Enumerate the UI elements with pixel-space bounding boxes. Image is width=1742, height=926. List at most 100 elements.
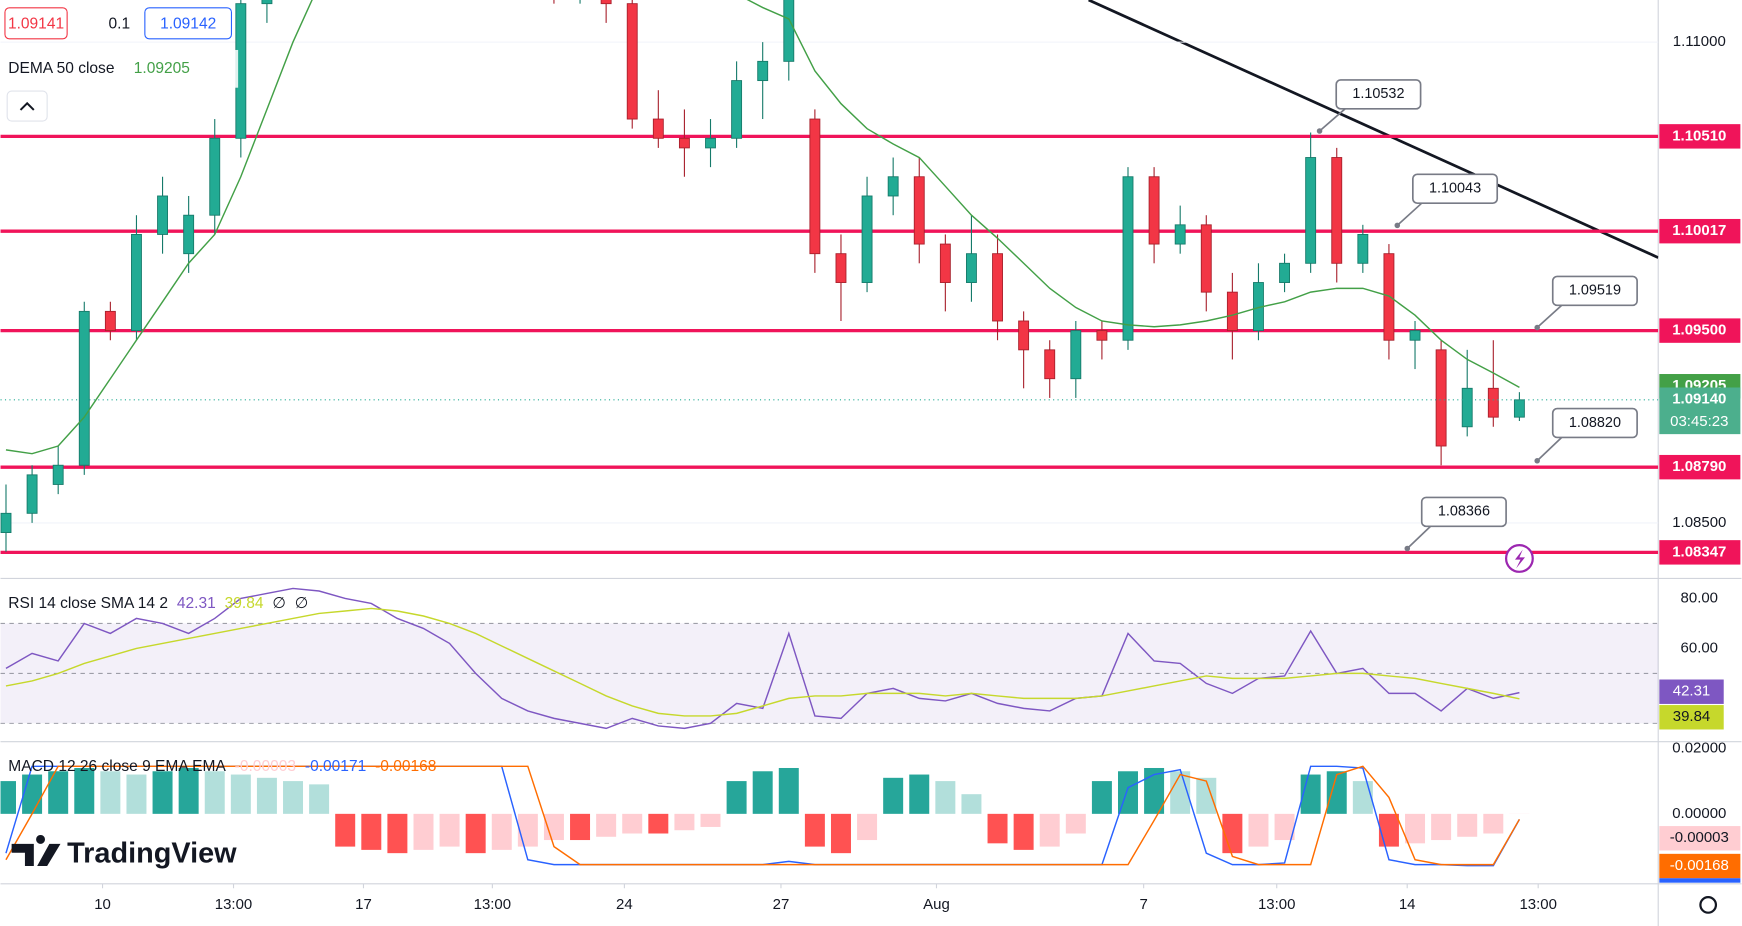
x-tick-label: 10 bbox=[94, 896, 111, 913]
macd-histogram-bar bbox=[335, 813, 356, 847]
macd-histogram-bar bbox=[178, 767, 199, 814]
callout-pointer bbox=[1406, 525, 1432, 550]
candle-body bbox=[1357, 234, 1369, 264]
legend-bg bbox=[4, 49, 239, 88]
collapse-button[interactable] bbox=[6, 90, 48, 122]
callout-label: 1.10043 bbox=[1429, 181, 1481, 197]
macd-histogram-bar bbox=[491, 813, 512, 850]
candle-body bbox=[1018, 320, 1030, 351]
macd-histogram-bar bbox=[622, 813, 643, 834]
candle-body bbox=[835, 253, 847, 283]
signal-line bbox=[5, 765, 1521, 866]
candle-body bbox=[1383, 253, 1395, 341]
candle-body bbox=[731, 80, 743, 139]
candle-body bbox=[104, 310, 116, 332]
candle-body bbox=[887, 176, 899, 197]
trend-line bbox=[1088, 0, 1659, 259]
level-label-bg bbox=[1659, 218, 1741, 244]
callout-box[interactable] bbox=[1551, 275, 1638, 307]
callout-pointer bbox=[1536, 436, 1563, 462]
watermark-text: TradingView bbox=[67, 838, 237, 870]
x-tick-label: Aug bbox=[923, 896, 950, 913]
macd-histogram-bar bbox=[22, 774, 43, 814]
candle-body bbox=[678, 137, 690, 149]
settings-icon[interactable] bbox=[1699, 896, 1718, 914]
candle-body bbox=[1096, 330, 1108, 341]
callout-label: 1.09519 bbox=[1569, 283, 1621, 299]
bid-box[interactable] bbox=[4, 7, 68, 40]
x-tick-label: 14 bbox=[1399, 896, 1416, 913]
x-tick-label: 17 bbox=[355, 896, 372, 913]
rsi-flag: ∅ bbox=[272, 595, 286, 612]
level-label-bg bbox=[1659, 124, 1741, 149]
macd-histogram-bar bbox=[700, 813, 721, 827]
callout-anchor bbox=[1404, 545, 1411, 552]
rsi-legend: RSI 14 close SMA 14 2 42.31 39.84 ∅ ∅ bbox=[8, 595, 308, 612]
callout-anchor bbox=[1316, 128, 1323, 134]
macd-histogram-bar bbox=[1378, 813, 1399, 847]
macd-histogram-bar bbox=[1483, 813, 1504, 834]
candle-body bbox=[1200, 224, 1212, 293]
x-tick-label: 13:00 bbox=[1519, 896, 1556, 913]
callout-box[interactable] bbox=[1551, 407, 1638, 439]
candle-body bbox=[965, 253, 977, 283]
spread: 0.1 bbox=[109, 16, 131, 33]
macd-histogram-bar bbox=[1405, 813, 1426, 844]
rsi-legend-value: 39.84 bbox=[225, 595, 264, 612]
macd-histogram-bar bbox=[204, 771, 225, 814]
macd-legend-value: -0.00171 bbox=[305, 758, 366, 775]
macd-histogram-bar bbox=[1196, 777, 1217, 814]
candle-body bbox=[600, 0, 612, 5]
macd-histogram-bar bbox=[935, 781, 956, 814]
macd-pane bbox=[0, 765, 1530, 867]
watermark: TradingView bbox=[11, 834, 237, 870]
candle-body bbox=[1435, 349, 1447, 447]
macd-badge-bg bbox=[1659, 826, 1741, 851]
candle-body bbox=[757, 60, 769, 82]
callout-label: 1.08820 bbox=[1569, 415, 1621, 431]
macd-histogram-bar bbox=[517, 813, 538, 847]
candle-body bbox=[131, 234, 142, 332]
macd-histogram-bar bbox=[1457, 813, 1478, 837]
candle-body bbox=[992, 253, 1003, 322]
candle-body bbox=[1044, 349, 1056, 380]
dema-legend[interactable]: DEMA 50 close bbox=[8, 60, 114, 77]
macd-histogram-bar bbox=[674, 813, 695, 831]
x-tick-label: 27 bbox=[773, 896, 790, 913]
candle-body bbox=[209, 137, 221, 216]
candle-body bbox=[1487, 387, 1499, 418]
candle-body bbox=[861, 195, 873, 283]
rsi-badge: 42.31 bbox=[1673, 683, 1710, 700]
macd-badge: -0.00168 bbox=[1670, 857, 1729, 874]
rsi-tick-label: 80.00 bbox=[1681, 589, 1718, 606]
candle-body bbox=[1122, 176, 1134, 341]
level-label: 1.08790 bbox=[1672, 458, 1726, 475]
macd-histogram-bar bbox=[1091, 781, 1112, 814]
macd-histogram-bar bbox=[987, 813, 1008, 844]
candle-body bbox=[52, 464, 64, 485]
rsi-badge-bg bbox=[1659, 679, 1724, 704]
watermark-logo bbox=[11, 834, 61, 867]
macd-legend-value: -0.00168 bbox=[375, 758, 436, 775]
level-label: 1.10510 bbox=[1672, 127, 1726, 144]
macd-badge-bg bbox=[1659, 878, 1741, 883]
callout-box[interactable] bbox=[1411, 173, 1499, 205]
callout-box[interactable] bbox=[1420, 496, 1507, 528]
x-tick-label: 13:00 bbox=[215, 896, 252, 913]
macd-histogram-bar bbox=[1170, 771, 1191, 814]
countdown: 03:45:23 bbox=[1670, 413, 1728, 430]
candle-body bbox=[1226, 291, 1238, 332]
level-label-bg bbox=[1659, 454, 1741, 480]
ask-box[interactable] bbox=[144, 7, 233, 40]
y-tick-label: 1.08500 bbox=[1672, 514, 1726, 531]
alert-bolt bbox=[1514, 549, 1525, 569]
last-price-badge-bg bbox=[1659, 387, 1741, 435]
macd-histogram-bar bbox=[909, 774, 930, 814]
candle-body bbox=[157, 195, 168, 235]
callout-box[interactable] bbox=[1335, 79, 1422, 110]
macd-legend: MACD 12 26 close 9 EMA EMA -0.00003 -0.001… bbox=[8, 758, 436, 775]
macd-histogram-bar bbox=[883, 777, 904, 814]
macd-histogram-bar bbox=[256, 777, 277, 814]
rsi-legend-value: 42.31 bbox=[177, 595, 216, 612]
macd-histogram-bar bbox=[1326, 771, 1347, 814]
